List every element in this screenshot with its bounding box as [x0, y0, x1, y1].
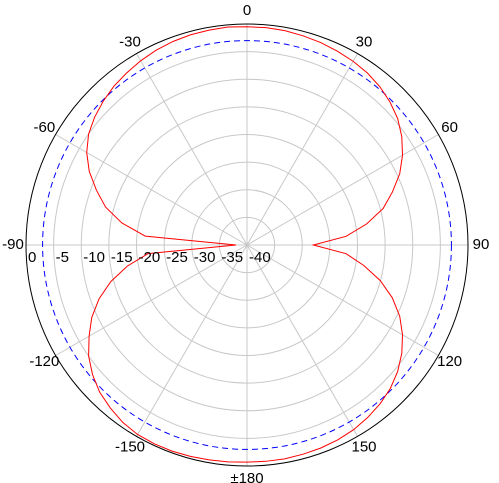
r-tick-label: -5	[56, 249, 69, 266]
r-tick-label: -40	[249, 249, 271, 266]
angle-tick-label: -120	[29, 353, 59, 370]
angle-tick-label: 30	[356, 33, 373, 50]
grid-spoke	[55, 244, 248, 356]
angle-tick-label: -60	[34, 119, 56, 136]
angle-tick-label: 60	[441, 119, 458, 136]
r-tick-label: -20	[139, 249, 161, 266]
r-tick-label: -35	[221, 249, 243, 266]
angle-tick-label: 0	[243, 2, 251, 19]
angle-tick-label: -90	[2, 236, 24, 253]
angle-tick-label: 150	[351, 439, 376, 456]
angle-tick-label: 120	[437, 353, 462, 370]
grid-spoke	[136, 53, 248, 246]
grid-spoke	[55, 134, 248, 246]
r-tick-label: -30	[194, 249, 216, 266]
r-tick-label: -10	[83, 249, 105, 266]
reference-circle	[42, 40, 452, 450]
grid-spoke	[246, 134, 439, 246]
r-tick-label: 0	[28, 249, 36, 266]
angle-tick-label: 90	[473, 236, 490, 253]
angle-tick-label: ±180	[230, 470, 263, 483]
grid-spoke	[246, 244, 358, 437]
outer-circle	[25, 23, 469, 467]
angle-tick-label: -30	[119, 33, 141, 50]
pattern-trace	[86, 26, 404, 463]
r-tick-label: -15	[111, 249, 133, 266]
grid-spoke	[246, 53, 358, 246]
angle-tick-label: -150	[115, 439, 145, 456]
grid-spoke	[136, 244, 248, 437]
grid-spoke	[246, 244, 439, 356]
r-tick-label: -25	[166, 249, 188, 266]
